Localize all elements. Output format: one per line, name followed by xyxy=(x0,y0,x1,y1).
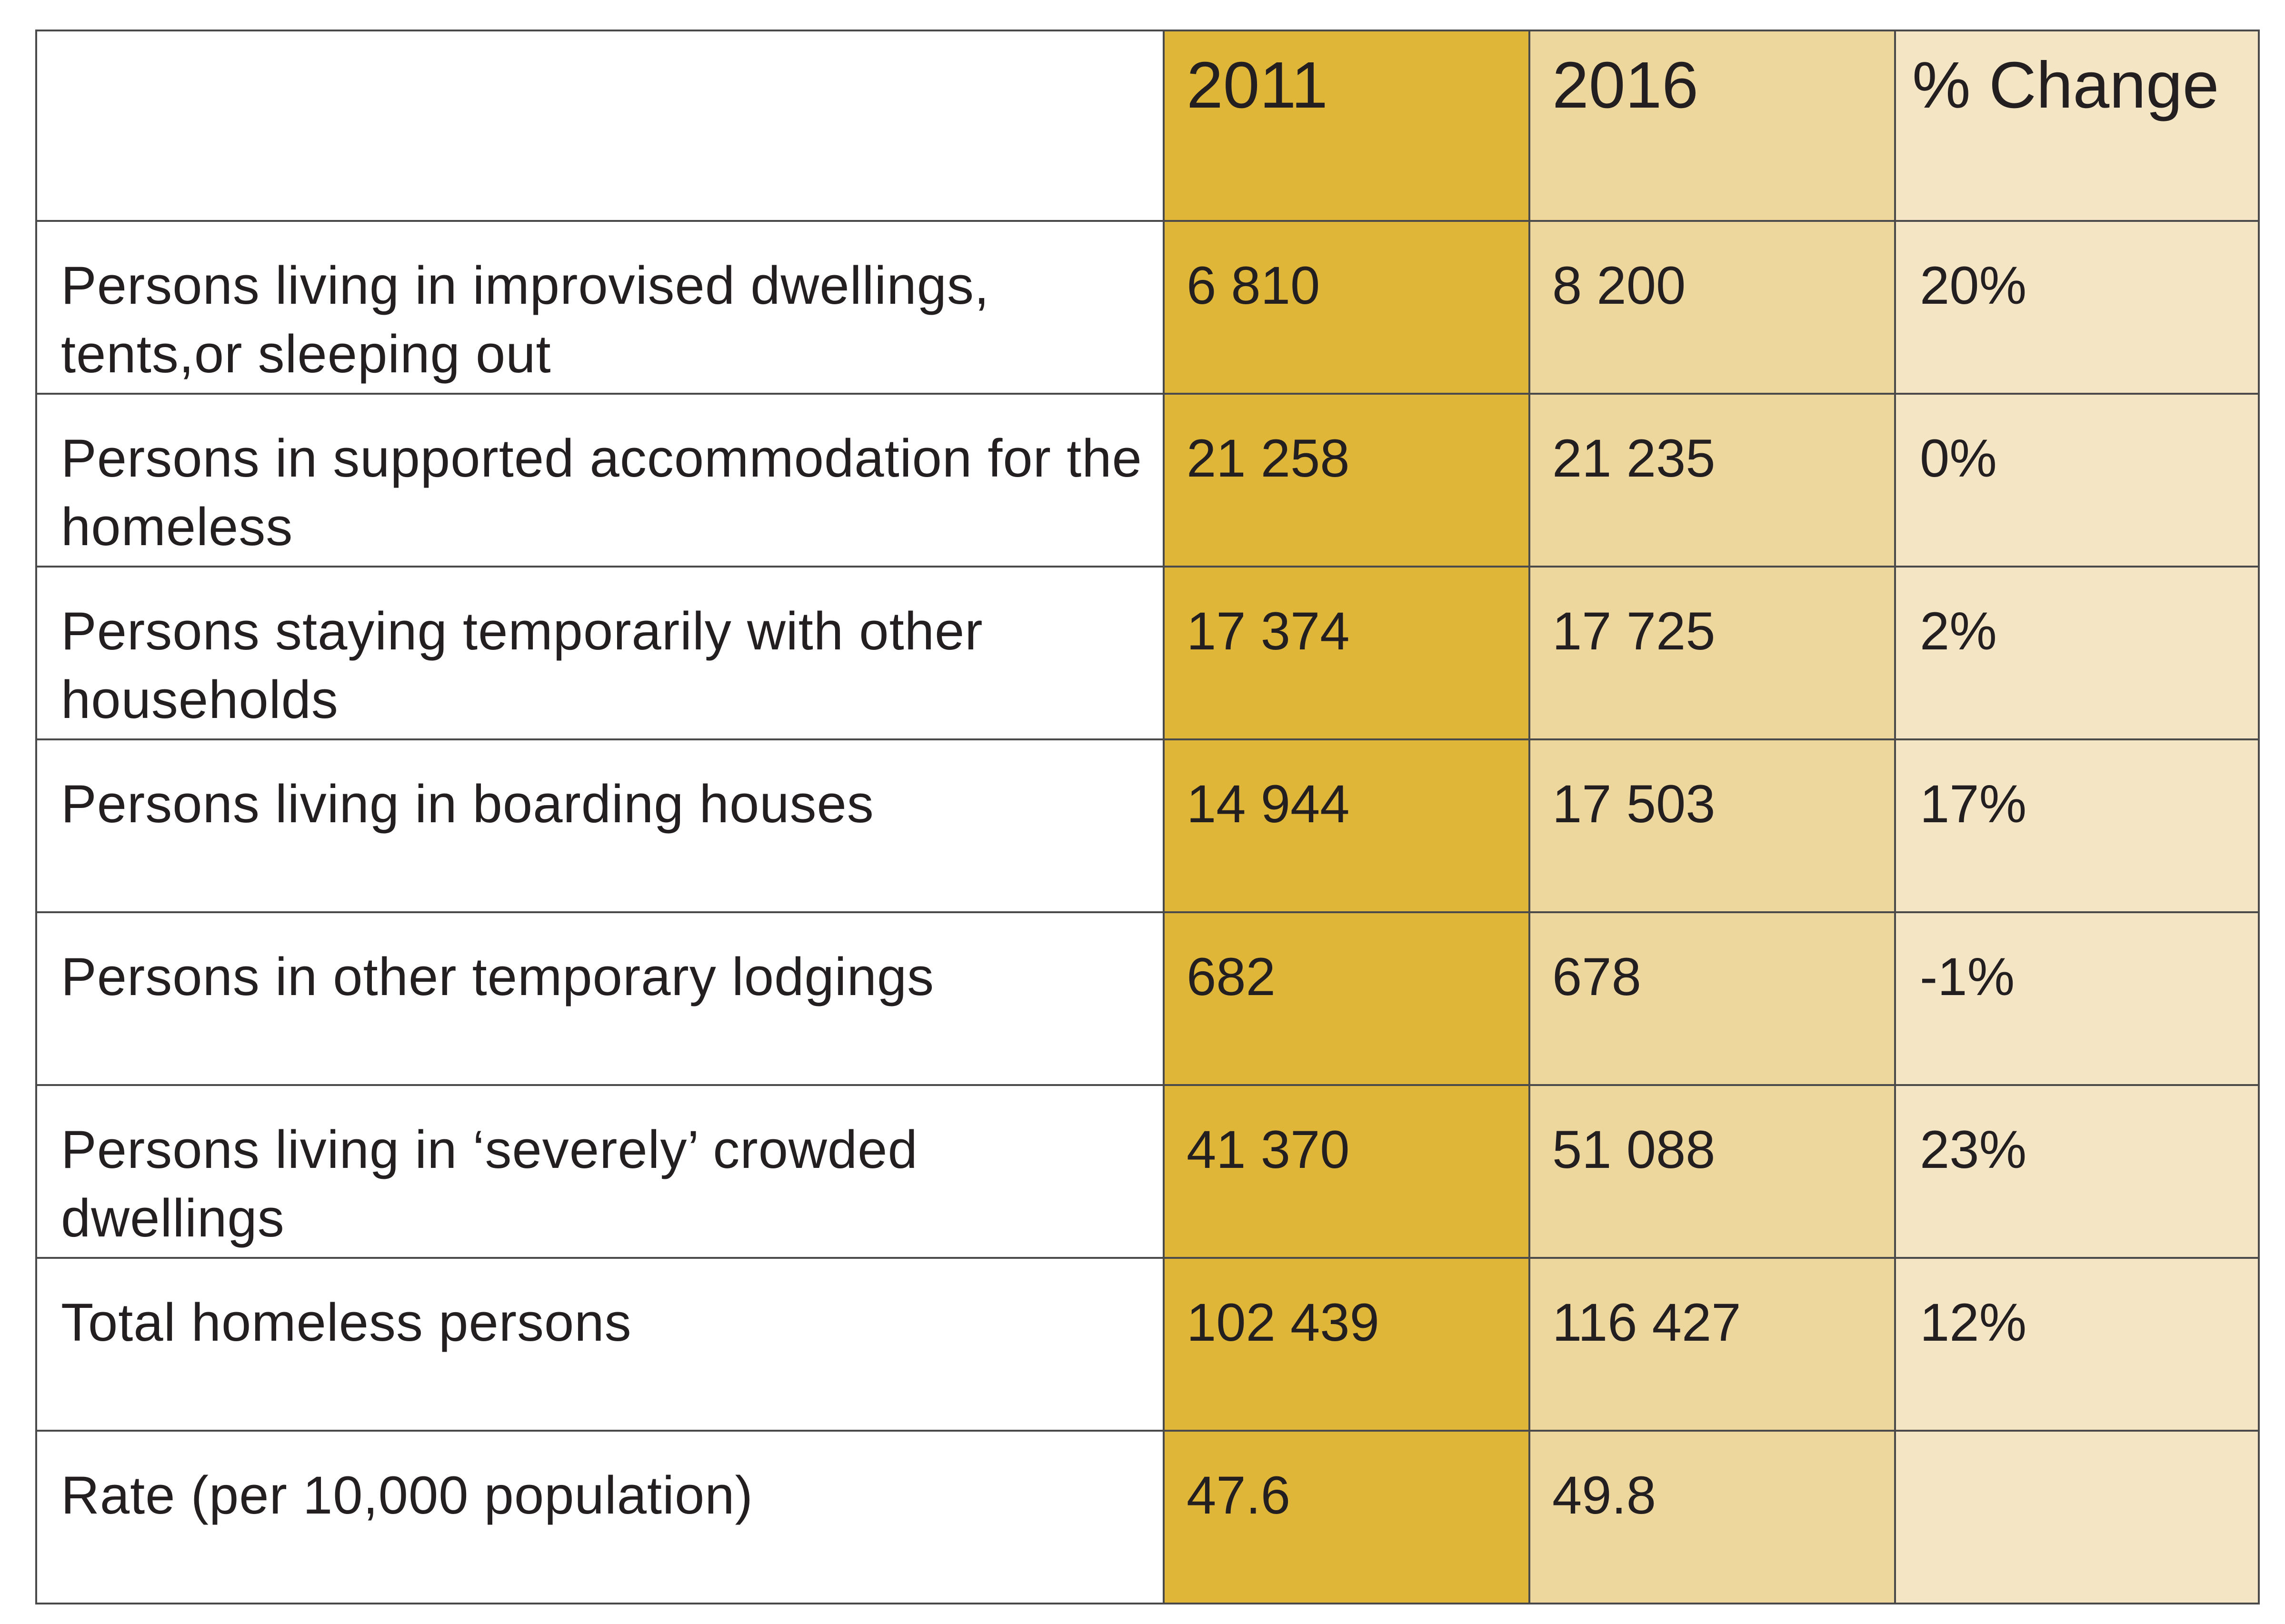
header-2011-text: 2011 xyxy=(1187,49,1328,122)
value-2011: 6 810 xyxy=(1187,256,1320,315)
row-label: Total homeless persons xyxy=(61,1293,632,1352)
value-2016: 21 235 xyxy=(1552,428,1716,488)
row-label-cell: Persons living in boarding houses xyxy=(35,738,1165,913)
header-cell-2016: 2016 xyxy=(1528,30,1896,222)
row-label: Persons living in ‘severely’ crowded dwe… xyxy=(61,1120,918,1248)
value-2011-cell: 47.6 xyxy=(1163,1430,1530,1604)
value-2016: 678 xyxy=(1552,947,1641,1006)
header-cell-change: % Change xyxy=(1894,30,2260,222)
value-2016-cell: 678 xyxy=(1528,911,1896,1086)
value-2016: 17 503 xyxy=(1552,774,1716,834)
header-change-text: % Change xyxy=(1912,49,2219,122)
change-cell: 17% xyxy=(1894,738,2260,913)
table-row: Persons staying temporarily with other h… xyxy=(35,566,2260,740)
table-row: Persons living in boarding houses 14 944… xyxy=(35,738,2260,913)
value-2011-cell: 21 258 xyxy=(1163,393,1530,568)
row-label-cell: Persons in other temporary lodgings xyxy=(35,911,1165,1086)
row-label: Persons living in improvised dwellings, … xyxy=(61,256,990,384)
header-cell-label xyxy=(35,30,1165,222)
change-value: 0% xyxy=(1920,428,1997,488)
value-2016: 51 088 xyxy=(1552,1120,1716,1179)
value-2011: 47.6 xyxy=(1187,1465,1290,1525)
value-2011: 102 439 xyxy=(1187,1293,1379,1352)
value-2016-cell: 116 427 xyxy=(1528,1257,1896,1432)
value-2016: 49.8 xyxy=(1552,1465,1656,1525)
row-label-cell: Persons living in improvised dwellings, … xyxy=(35,220,1165,395)
change-cell: 0% xyxy=(1894,393,2260,568)
change-cell: 2% xyxy=(1894,566,2260,740)
row-label: Persons in supported accommodation for t… xyxy=(61,428,1142,557)
table-row: Rate (per 10,000 population) 47.6 49.8 xyxy=(35,1430,2260,1604)
change-cell: 12% xyxy=(1894,1257,2260,1432)
value-2016-cell: 8 200 xyxy=(1528,220,1896,395)
change-value: 2% xyxy=(1920,601,1997,661)
value-2016-cell: 51 088 xyxy=(1528,1084,1896,1259)
value-2011-cell: 14 944 xyxy=(1163,738,1530,913)
row-label-cell: Persons living in ‘severely’ crowded dwe… xyxy=(35,1084,1165,1259)
row-label: Persons in other temporary lodgings xyxy=(61,947,935,1006)
change-value: -1% xyxy=(1920,947,2015,1006)
change-cell: 23% xyxy=(1894,1084,2260,1259)
header-label-text xyxy=(37,31,1163,52)
value-2011-cell: 41 370 xyxy=(1163,1084,1530,1259)
change-cell: 20% xyxy=(1894,220,2260,395)
value-2011: 17 374 xyxy=(1187,601,1350,661)
row-label-cell: Persons staying temporarily with other h… xyxy=(35,566,1165,740)
value-2016-cell: 49.8 xyxy=(1528,1430,1896,1604)
header-row: 2011 2016 % Change xyxy=(35,30,2260,222)
table-row: Persons living in ‘severely’ crowded dwe… xyxy=(35,1084,2260,1259)
value-2011: 14 944 xyxy=(1187,774,1350,834)
row-label: Persons staying temporarily with other h… xyxy=(61,601,983,729)
row-label: Rate (per 10,000 population) xyxy=(61,1465,753,1525)
change-cell xyxy=(1894,1430,2260,1604)
change-value: 20% xyxy=(1920,256,2027,315)
row-label-cell: Total homeless persons xyxy=(35,1257,1165,1432)
change-value: 12% xyxy=(1920,1293,2027,1352)
value-2011-cell: 102 439 xyxy=(1163,1257,1530,1432)
header-2016-text: 2016 xyxy=(1552,49,1698,122)
value-2011: 682 xyxy=(1187,947,1276,1006)
value-2011-cell: 682 xyxy=(1163,911,1530,1086)
header-cell-2011: 2011 xyxy=(1163,30,1530,222)
value-2016: 17 725 xyxy=(1552,601,1716,661)
value-2011-cell: 6 810 xyxy=(1163,220,1530,395)
row-label-cell: Rate (per 10,000 population) xyxy=(35,1430,1165,1604)
value-2016-cell: 17 725 xyxy=(1528,566,1896,740)
table-row: Persons in other temporary lodgings 682 … xyxy=(35,911,2260,1086)
value-2016-cell: 21 235 xyxy=(1528,393,1896,568)
table-row: Persons in supported accommodation for t… xyxy=(35,393,2260,568)
value-2011: 41 370 xyxy=(1187,1120,1350,1179)
homelessness-table: 2011 2016 % Change Persons living in imp… xyxy=(35,30,2260,1604)
change-value: 23% xyxy=(1920,1120,2027,1179)
value-2016: 116 427 xyxy=(1552,1293,1741,1352)
value-2016: 8 200 xyxy=(1552,256,1686,315)
value-2011-cell: 17 374 xyxy=(1163,566,1530,740)
value-2011: 21 258 xyxy=(1187,428,1350,488)
change-value xyxy=(1896,1432,2258,1461)
change-value: 17% xyxy=(1920,774,2027,834)
row-label: Persons living in boarding houses xyxy=(61,774,874,834)
table-row: Total homeless persons 102 439 116 427 1… xyxy=(35,1257,2260,1432)
value-2016-cell: 17 503 xyxy=(1528,738,1896,913)
row-label-cell: Persons in supported accommodation for t… xyxy=(35,393,1165,568)
table-row: Persons living in improvised dwellings, … xyxy=(35,220,2260,395)
change-cell: -1% xyxy=(1894,911,2260,1086)
